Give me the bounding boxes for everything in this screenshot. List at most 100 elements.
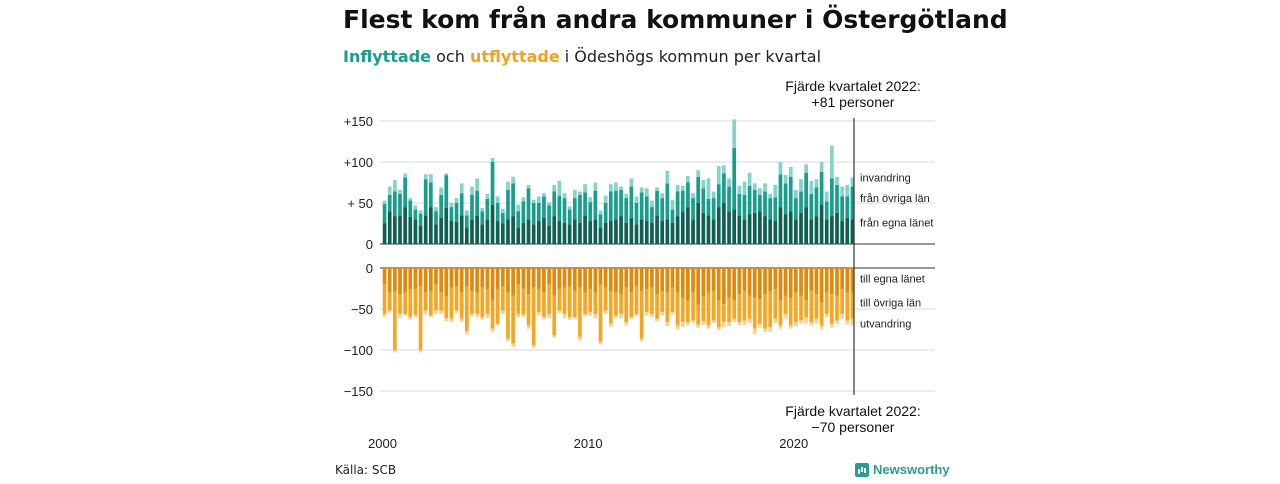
series-label-in: invandring	[860, 173, 911, 185]
bar-in-egna	[583, 215, 587, 244]
bar-in-ovriga	[701, 188, 706, 213]
bar-out-utvandring	[758, 323, 762, 328]
subtitle-rest: i Ödeshögs kommun per kvartal	[559, 47, 822, 66]
bar-in-egna	[804, 207, 809, 244]
bar-in-invandring	[578, 191, 582, 195]
bar-out-egna	[711, 268, 716, 291]
bar-in-egna	[686, 207, 690, 244]
bar-in-ovriga	[778, 174, 783, 208]
bar-in-ovriga	[799, 191, 803, 213]
bar-out-egna	[840, 268, 844, 290]
bar-out-egna	[737, 268, 742, 295]
bar-in-ovriga	[439, 194, 443, 218]
bar-in-invandring	[428, 174, 433, 183]
bar-out-ovriga	[752, 297, 757, 329]
bar-in-invandring	[737, 185, 742, 194]
bar-in-invandring	[727, 178, 731, 187]
bar-in-egna	[809, 219, 814, 244]
bar-out-utvandring	[711, 320, 716, 323]
x-tick-label: 2010	[574, 436, 603, 451]
bar-in-egna	[840, 221, 844, 244]
bar-in-egna	[413, 219, 418, 244]
bar-out-ovriga	[500, 286, 505, 311]
bar-in-ovriga	[830, 178, 834, 217]
bar-out-ovriga	[480, 287, 485, 318]
y-tick-label-bottom: −150	[344, 384, 373, 399]
bar-out-ovriga	[840, 289, 844, 314]
bar-in-ovriga	[444, 175, 449, 208]
bar-in-ovriga	[490, 162, 495, 205]
bar-in-invandring	[696, 170, 701, 177]
bar-out-ovriga	[680, 297, 685, 323]
bar-out-utvandring	[506, 338, 510, 341]
bar-in-egna	[480, 224, 485, 244]
annotation-bottom-line2: −70 personer	[812, 419, 895, 435]
series-label-in: från övriga län	[860, 193, 930, 205]
bar-out-ovriga	[526, 294, 531, 326]
bar-out-egna	[680, 268, 685, 298]
bar-in-invandring	[434, 207, 438, 212]
bar-out-egna	[608, 268, 613, 291]
bar-out-utvandring	[665, 322, 670, 327]
bar-in-ovriga	[454, 203, 459, 222]
bar-in-ovriga	[506, 189, 510, 220]
bar-in-egna	[475, 215, 479, 244]
bar-out-utvandring	[547, 313, 551, 319]
bar-out-utvandring	[722, 322, 726, 328]
bar-out-ovriga	[470, 290, 474, 314]
bar-in-invandring	[742, 181, 747, 195]
bar-out-egna	[660, 268, 665, 291]
bar-in-invandring	[845, 184, 850, 197]
bar-in-egna	[732, 209, 737, 244]
bar-in-ovriga	[542, 196, 546, 218]
bar-out-ovriga	[578, 287, 582, 337]
bar-out-ovriga	[691, 292, 695, 321]
bar-in-ovriga	[768, 198, 773, 220]
bar-in-egna	[578, 222, 582, 244]
bar-in-egna	[799, 212, 803, 244]
bar-out-utvandring	[614, 315, 618, 319]
bar-in-ovriga	[434, 211, 438, 225]
bar-in-invandring	[752, 183, 757, 190]
bar-out-ovriga	[768, 290, 773, 328]
bar-in-invandring	[629, 178, 634, 187]
bar-in-ovriga	[665, 183, 670, 220]
bar-in-egna	[768, 219, 773, 244]
bar-in-egna	[701, 212, 706, 244]
bar-out-egna	[819, 268, 824, 303]
bar-out-egna	[845, 268, 850, 293]
bar-out-utvandring	[675, 325, 680, 330]
bar-out-utvandring	[845, 320, 850, 325]
bar-out-egna	[675, 268, 680, 293]
bar-out-utvandring	[511, 343, 515, 347]
bar-out-utvandring	[439, 310, 443, 314]
bar-out-egna	[732, 268, 737, 301]
bar-in-invandring	[773, 184, 778, 198]
bar-out-utvandring	[840, 313, 844, 319]
bar-in-ovriga	[598, 214, 603, 228]
bar-out-utvandring	[557, 310, 562, 314]
bar-in-invandring	[706, 178, 711, 199]
bar-in-invandring	[444, 173, 449, 176]
bar-out-utvandring	[603, 310, 608, 314]
bar-in-egna	[783, 214, 788, 244]
bar-out-utvandring	[768, 327, 773, 332]
bar-out-utvandring	[531, 345, 536, 348]
bar-out-utvandring	[763, 328, 767, 332]
bar-out-ovriga	[536, 289, 541, 313]
bar-out-egna	[742, 268, 747, 291]
bar-out-utvandring	[737, 322, 742, 326]
bar-in-egna	[531, 224, 536, 244]
bar-out-ovriga	[459, 292, 464, 319]
bar-in-invandring	[521, 197, 526, 202]
bar-in-egna	[506, 219, 510, 244]
bar-out-egna	[799, 268, 803, 296]
bar-in-invandring	[608, 184, 613, 192]
bar-out-ovriga	[809, 290, 814, 323]
bar-in-ovriga	[583, 192, 587, 216]
bar-in-invandring	[516, 204, 521, 212]
bar-in-egna	[542, 217, 546, 244]
bar-out-egna	[393, 268, 397, 291]
bar-out-utvandring	[536, 312, 541, 316]
bar-out-egna	[701, 268, 706, 297]
